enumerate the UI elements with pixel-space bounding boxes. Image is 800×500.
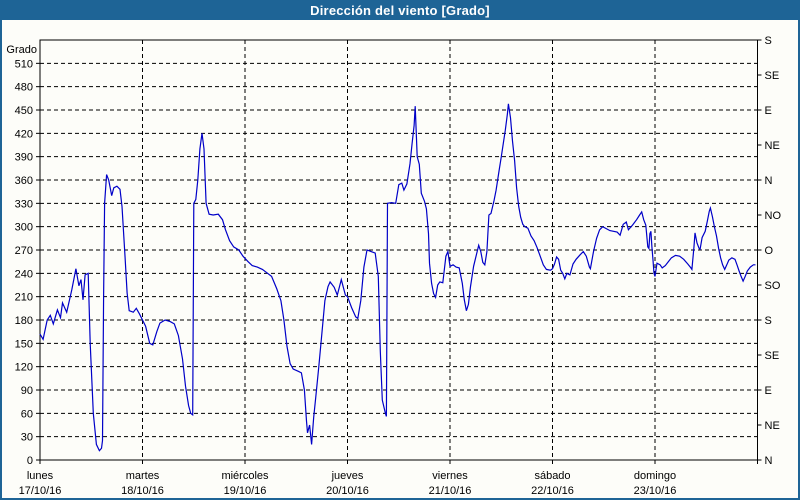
x-date-label: 21/10/16 — [429, 485, 472, 497]
y-right-tick-label: O — [765, 245, 774, 257]
x-day-label: viernes — [432, 470, 468, 482]
x-date-label: 23/10/16 — [634, 485, 677, 497]
y-right-tick-label: NO — [765, 210, 782, 222]
y-left-tick-label: 300 — [15, 222, 33, 234]
y-right-tick-label: E — [765, 105, 772, 117]
y-right-tick-label: SE — [765, 350, 780, 362]
y-left-tick-label: 210 — [15, 292, 33, 304]
y-left-tick-label: 180 — [15, 315, 33, 327]
y-axis-unit-label: Grado — [6, 44, 37, 56]
x-date-label: 22/10/16 — [531, 485, 574, 497]
y-left-tick-label: 510 — [15, 58, 33, 70]
x-day-label: jueves — [331, 470, 364, 482]
x-day-label: miércoles — [221, 470, 269, 482]
y-right-tick-label: N — [765, 175, 773, 187]
x-day-label: domingo — [634, 470, 676, 482]
y-left-tick-label: 30 — [21, 432, 33, 444]
chart-title: Dirección del viento [Grado] — [310, 2, 490, 18]
wind-direction-line — [39, 103, 756, 452]
y-left-tick-label: 330 — [15, 198, 33, 210]
y-right-tick-label: NE — [765, 140, 780, 152]
x-date-label: 18/10/16 — [121, 485, 164, 497]
y-right-tick-label: SE — [765, 70, 780, 82]
y-left-tick-label: 150 — [15, 338, 33, 350]
y-left-tick-label: 0 — [27, 455, 33, 467]
y-left-tick-label: 480 — [15, 82, 33, 94]
x-date-label: 20/10/16 — [326, 485, 369, 497]
y-left-tick-label: 450 — [15, 105, 33, 117]
y-right-tick-label: S — [765, 315, 772, 327]
x-date-label: 17/10/16 — [19, 485, 62, 497]
y-right-tick-label: S — [765, 35, 772, 47]
title-bar: Dirección del viento [Grado] — [0, 0, 800, 20]
y-left-tick-label: 390 — [15, 152, 33, 164]
y-left-tick-label: 360 — [15, 175, 33, 187]
y-left-tick-label: 90 — [21, 385, 33, 397]
x-date-label: 19/10/16 — [224, 485, 267, 497]
x-day-label: lunes — [27, 470, 54, 482]
y-left-tick-label: 240 — [15, 268, 33, 280]
y-left-tick-label: 120 — [15, 362, 33, 374]
y-left-tick-label: 270 — [15, 245, 33, 257]
y-right-tick-label: N — [765, 455, 773, 467]
y-right-tick-label: SO — [765, 280, 781, 292]
y-right-tick-label: E — [765, 385, 772, 397]
y-left-tick-label: 420 — [15, 128, 33, 140]
y-right-tick-label: NE — [765, 420, 780, 432]
y-left-tick-label: 60 — [21, 408, 33, 420]
x-day-label: martes — [126, 470, 160, 482]
x-day-label: sábado — [534, 470, 570, 482]
